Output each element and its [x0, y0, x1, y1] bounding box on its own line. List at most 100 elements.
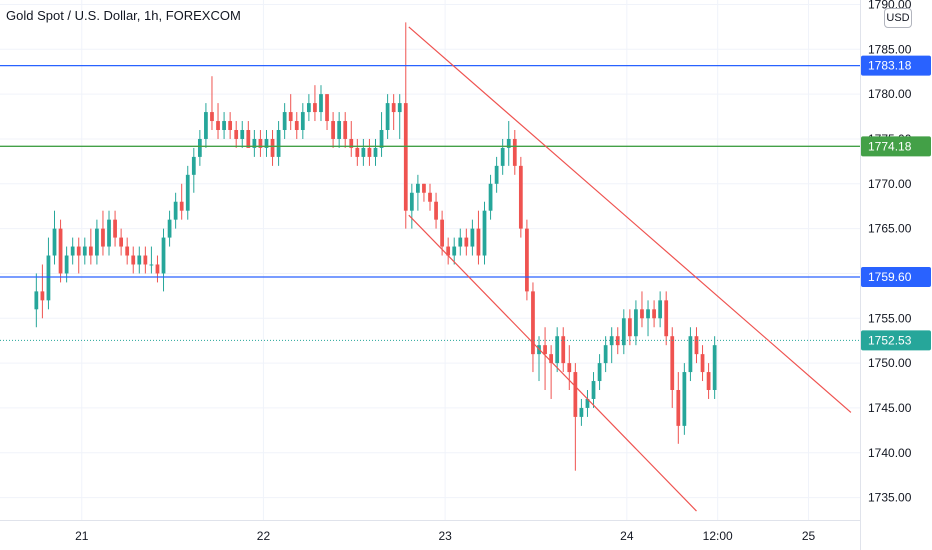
candle-body: [125, 246, 130, 256]
candle-body: [416, 183, 420, 193]
candle-body: [246, 130, 251, 148]
candle-body: [210, 112, 214, 122]
price-tick-label: 1755.00: [868, 311, 912, 325]
candle-body: [222, 121, 226, 130]
candle-body: [319, 94, 323, 113]
level-price-label: 1783.18: [868, 59, 912, 73]
candle-body: [179, 201, 184, 211]
candle-body: [216, 121, 220, 130]
time-tick-label: 23: [438, 529, 452, 543]
candle-body: [343, 121, 348, 139]
candle-body: [361, 147, 366, 157]
candle-body: [155, 264, 160, 274]
candle-body: [664, 300, 669, 337]
candle-body: [52, 228, 57, 256]
candle-body: [313, 103, 317, 113]
candle-body: [252, 138, 257, 148]
time-tick-label: 25: [802, 529, 816, 543]
time-tick-label: 22: [257, 529, 271, 543]
candle-body: [482, 210, 487, 256]
candle-body: [585, 398, 590, 408]
channel-trend-line[interactable]: [408, 26, 852, 413]
candle-body: [391, 103, 396, 113]
candle-body: [173, 201, 178, 220]
candle-body: [621, 318, 626, 346]
candle-body: [113, 219, 117, 238]
candle-body: [615, 336, 620, 346]
candle-body: [119, 237, 124, 247]
candle-body: [500, 147, 505, 166]
candle-body: [282, 112, 287, 130]
candle-body: [349, 138, 354, 148]
candle-body: [652, 309, 656, 319]
candle-body: [646, 309, 650, 319]
candle-body: [82, 246, 87, 256]
candle-body: [379, 130, 384, 148]
candle-body: [270, 138, 275, 157]
price-tick-label: 1745.00: [868, 401, 912, 415]
candle-body: [288, 112, 293, 122]
candle-body: [161, 237, 166, 274]
chart-title: Gold Spot / U.S. Dollar, 1h, FOREXCOM: [6, 8, 241, 23]
candle-body: [488, 183, 493, 211]
candle-body: [300, 112, 305, 130]
time-tick-label: 24: [620, 529, 634, 543]
candle-body: [337, 121, 342, 139]
level-price-label-bg: [861, 136, 931, 157]
candle-body: [712, 345, 717, 390]
last-price-label-bg: [861, 330, 931, 351]
candle-body: [531, 291, 535, 355]
candle-body: [464, 237, 469, 247]
channel-trend-line[interactable]: [408, 214, 697, 512]
candle-body: [367, 147, 372, 157]
candle-body: [88, 246, 93, 256]
candle-body: [506, 138, 511, 148]
candle-body: [197, 138, 202, 157]
currency-button[interactable]: USD: [884, 8, 912, 28]
candle-body: [452, 246, 457, 256]
candle-body: [46, 255, 51, 301]
candle-body: [518, 165, 523, 229]
candle-body: [95, 228, 99, 256]
candle-body: [385, 103, 390, 130]
time-tick-label: 12:00: [703, 529, 733, 543]
candle-body: [706, 372, 711, 390]
candle-body: [609, 336, 614, 346]
price-tick-label: 1750.00: [868, 356, 912, 370]
candle-body: [228, 121, 233, 130]
candle-body: [325, 94, 329, 122]
candle-body: [58, 228, 63, 274]
candle-body: [409, 192, 414, 211]
candle-body: [331, 121, 335, 139]
candle-body: [70, 246, 75, 256]
candle-body: [634, 309, 638, 337]
candle-body: [694, 336, 699, 355]
candle-body: [240, 130, 245, 139]
level-price-label: 1759.60: [868, 270, 912, 284]
candle-body: [276, 130, 281, 157]
candle-body: [434, 201, 438, 220]
candle-body: [258, 138, 263, 148]
candle-body: [676, 390, 681, 426]
candle-body: [688, 336, 693, 373]
level-price-label-bg: [861, 55, 931, 76]
candle-body: [149, 264, 154, 266]
last-price-label: 1752.53: [868, 333, 912, 347]
candle-body: [40, 291, 45, 301]
candle-body: [34, 291, 39, 310]
candle-body: [204, 112, 208, 139]
price-tick-label: 1740.00: [868, 446, 912, 460]
candle-body: [658, 300, 663, 319]
candle-body: [428, 192, 432, 202]
candle-body: [76, 246, 81, 256]
candle-body: [682, 372, 687, 426]
candle-body: [355, 147, 360, 157]
candle-body: [446, 246, 451, 256]
candle-body: [294, 121, 299, 130]
candle-body: [549, 354, 554, 364]
candle-body: [107, 219, 111, 247]
candle-body: [603, 345, 608, 364]
candles-group: [34, 22, 717, 471]
